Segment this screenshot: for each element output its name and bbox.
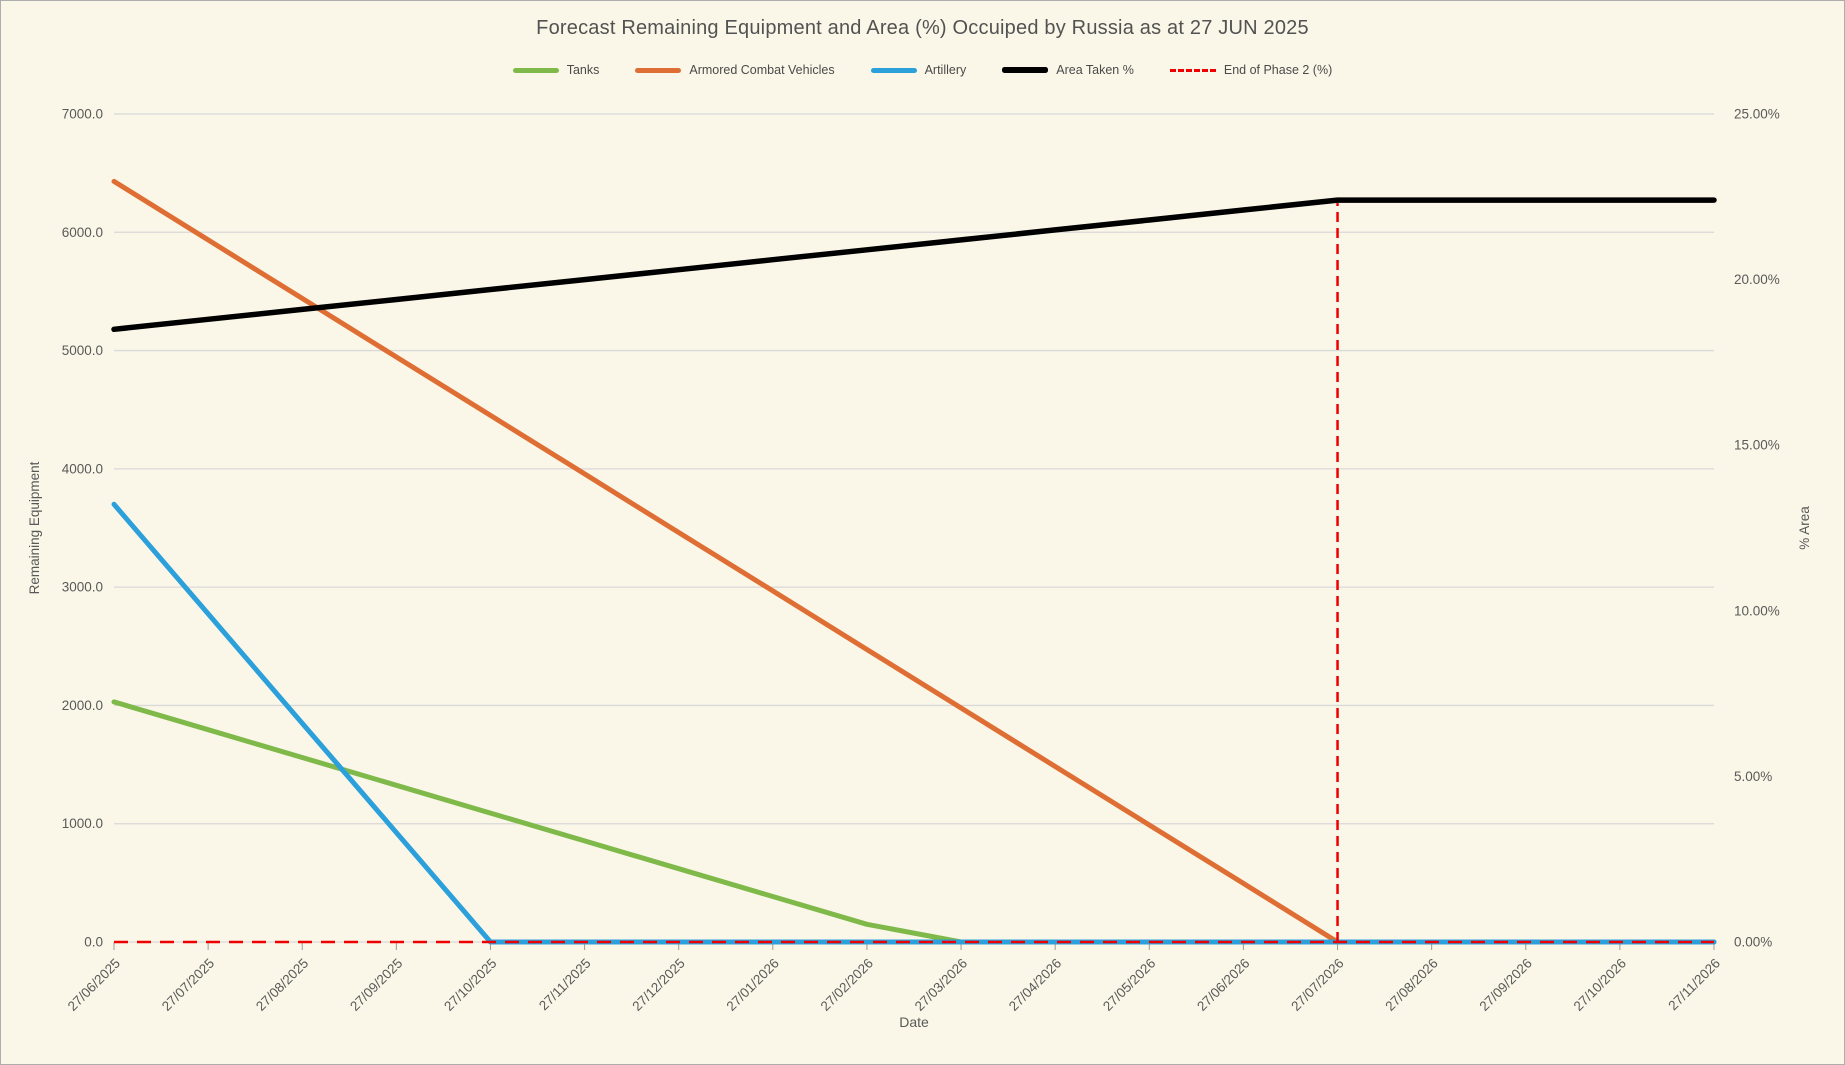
right-axis-tick-label: 5.00% xyxy=(1734,769,1772,784)
legend-item-end-of-phase-2: End of Phase 2 (%) xyxy=(1169,63,1333,77)
left-axis-tick-label: 2000.0 xyxy=(62,698,103,713)
legend-item-armored-combat-vehicles: Armored Combat Vehicles xyxy=(635,63,835,77)
x-axis-tick-label: 27/02/2026 xyxy=(818,956,876,1014)
legend-swatch-tanks xyxy=(512,67,559,73)
legend-swatch-area-taken xyxy=(1002,67,1049,73)
x-axis-tick-label: 27/03/2026 xyxy=(912,956,970,1014)
right-axis-tick-label: 15.00% xyxy=(1734,438,1780,453)
right-axis-tick-label: 10.00% xyxy=(1734,603,1780,618)
x-axis-tick-label: 27/07/2025 xyxy=(159,956,217,1014)
x-axis-tick-label: 27/06/2025 xyxy=(65,956,123,1014)
x-axis-tick-label: 27/01/2026 xyxy=(724,956,782,1014)
legend-swatch-artillery xyxy=(870,67,917,73)
legend-item-area-taken: Area Taken % xyxy=(1002,63,1134,77)
x-axis-tick-label: 27/07/2026 xyxy=(1288,956,1346,1014)
x-axis-tick-label: 27/10/2025 xyxy=(441,956,499,1014)
left-axis-tick-label: 1000.0 xyxy=(62,816,103,831)
right-axis-tick-label: 0.00% xyxy=(1734,935,1772,950)
left-axis-tick-label: 0.0 xyxy=(84,935,103,950)
left-axis-tick-label: 7000.0 xyxy=(62,107,103,122)
x-axis-tick-label: 27/10/2026 xyxy=(1571,956,1629,1014)
left-axis-tick-label: 3000.0 xyxy=(62,580,103,595)
series-line-area-taken xyxy=(111,197,1717,333)
chart-title: Forecast Remaining Equipment and Area (%… xyxy=(536,17,1309,39)
x-axis-title: Date xyxy=(899,1014,929,1030)
x-axis-tick-label: 27/08/2026 xyxy=(1382,956,1440,1014)
legend-label-area-taken: Area Taken % xyxy=(1056,63,1134,77)
right-axis-title: % Area xyxy=(1797,506,1812,550)
legend-label-artillery: Artillery xyxy=(924,63,967,77)
x-axis-tick-label: 27/11/2026 xyxy=(1665,956,1723,1014)
legend-label-end-of-phase-2: End of Phase 2 (%) xyxy=(1223,63,1333,77)
series-line-armored-combat-vehicles xyxy=(111,178,1717,945)
left-axis-title: Remaining Equipment xyxy=(27,461,42,594)
x-axis-tick-label: 27/04/2026 xyxy=(1006,956,1064,1014)
right-axis-tick-label: 25.00% xyxy=(1734,107,1780,122)
x-axis-tick-label: 27/06/2026 xyxy=(1194,956,1252,1014)
chart-legend: Tanks Armored Combat Vehicles Artillery Are… xyxy=(1,63,1844,77)
left-axis-tick-label: 6000.0 xyxy=(62,225,103,240)
x-axis-tick-label: 27/11/2025 xyxy=(536,956,594,1014)
right-axis-tick-label: 20.00% xyxy=(1734,272,1780,287)
legend-label-armored-combat-vehicles: Armored Combat Vehicles xyxy=(689,63,835,77)
legend-item-artillery: Artillery xyxy=(870,63,967,77)
series-line-artillery xyxy=(111,501,1717,945)
x-axis-tick-label: 27/05/2026 xyxy=(1100,956,1158,1014)
x-axis-tick-label: 27/08/2025 xyxy=(253,956,311,1014)
legend-item-tanks: Tanks xyxy=(512,63,600,77)
legend-swatch-end-of-phase-2 xyxy=(1169,68,1216,72)
series-line-tanks xyxy=(111,699,1717,945)
x-axis-tick-label: 27/09/2025 xyxy=(347,956,405,1014)
left-axis-tick-label: 5000.0 xyxy=(62,343,103,358)
x-axis-tick-label: 27/12/2025 xyxy=(629,956,687,1014)
left-axis-tick-label: 4000.0 xyxy=(62,461,103,476)
legend-swatch-armored-combat-vehicles xyxy=(635,67,682,73)
legend-label-tanks: Tanks xyxy=(566,63,600,77)
x-axis-tick-label: 27/09/2026 xyxy=(1476,956,1534,1014)
